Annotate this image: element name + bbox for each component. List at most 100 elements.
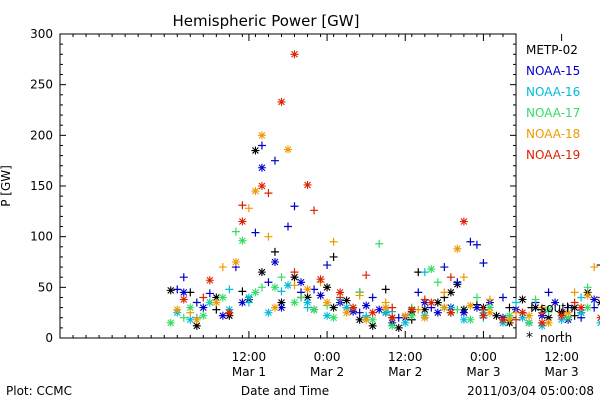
north-point [186,315,195,324]
south-point [257,283,266,292]
data-points [166,50,600,332]
south-point [512,315,520,324]
x-tick-date-label: Mar 3 [466,365,500,379]
north-point [381,303,390,312]
south-point [355,308,364,317]
north-point [284,145,292,154]
north-point [244,293,253,302]
north-point [518,308,527,317]
x-tick-time-label: 12:00 [544,350,579,364]
north-point [323,283,332,292]
south-point [284,222,292,231]
south-point [212,305,221,314]
x-tick-time-label: 0:00 [470,350,497,364]
north-point [212,298,221,307]
plot-timestamp: 2011/03/04 05:00:08 [467,384,594,398]
y-axis-label: P [GW] [0,165,13,207]
south-point [446,273,455,282]
north-point [290,273,299,282]
x-tick-time-label: 12:00 [232,350,267,364]
south-point [596,296,600,299]
south-point [466,237,475,246]
south-point [270,247,279,256]
north-point [388,321,397,330]
north-point [355,315,364,324]
legend-marker-label: north [540,331,572,345]
north-point [479,311,488,320]
north-point [583,291,592,300]
north-point [557,311,566,320]
north-point [270,283,279,292]
north-point [485,303,494,312]
y-tick-label: 50 [38,280,53,294]
north-point [590,295,599,304]
north-point [459,315,468,324]
south-marker-symbol: + [526,300,538,316]
south-point [453,278,462,287]
legend-marker-label: south [540,301,574,315]
north-point [323,298,332,307]
legend-series-label: NOAA-16 [526,85,580,99]
south-point [173,285,182,294]
north-point [290,298,299,307]
north-point [459,308,468,317]
north-point [440,303,449,312]
south-point [479,259,488,268]
north-point [362,315,371,324]
north-point [277,303,286,312]
x-tick-date-label: Mar 3 [545,365,579,379]
north-point [277,298,286,307]
south-point [199,293,208,302]
south-point [290,202,299,211]
south-point [433,278,442,287]
south-point [498,293,507,302]
south-point [531,295,540,304]
south-point [264,278,273,287]
series-legend: METP-02 NOAA-15 NOAA-16 NOAA-17 NOAA-18 NOAA-… [526,43,580,162]
x-tick-date-label: Mar 2 [388,365,422,379]
north-point [205,276,214,285]
y-tick-label: 150 [30,179,53,193]
south-point [323,261,332,270]
north-point [427,298,436,307]
north-point [564,308,573,317]
north-point [323,311,332,320]
north-point [218,293,227,302]
south-point [472,293,481,302]
south-point [218,263,227,272]
north-point [368,308,377,317]
north-point [342,303,351,312]
south-point [192,298,201,307]
north-point [251,187,260,196]
north-point [336,288,345,297]
south-point [583,283,592,292]
south-point [297,293,306,302]
north-point [329,303,338,312]
north-point [544,313,553,322]
north-point [446,308,455,317]
north-point [310,305,319,314]
marker-legend: + south * north [526,300,574,346]
north-point [349,303,358,312]
north-point [420,313,429,322]
y-tick-label: 250 [30,78,53,92]
south-point [238,201,247,210]
south-point [329,252,338,261]
north-point [557,315,566,324]
north-point [257,268,266,277]
north-point [394,323,403,332]
north-point [231,258,240,266]
south-point [596,264,600,266]
south-point [512,298,520,307]
south-point [459,273,468,282]
plot-source-label: Plot: CCMC [6,384,72,398]
x-tick-time-label: 0:00 [314,350,341,364]
north-point [388,313,397,322]
north-point [427,265,436,274]
south-point [251,228,260,237]
south-point [375,239,384,248]
north-point [453,244,462,253]
south-point [485,295,494,304]
north-point [316,275,325,284]
